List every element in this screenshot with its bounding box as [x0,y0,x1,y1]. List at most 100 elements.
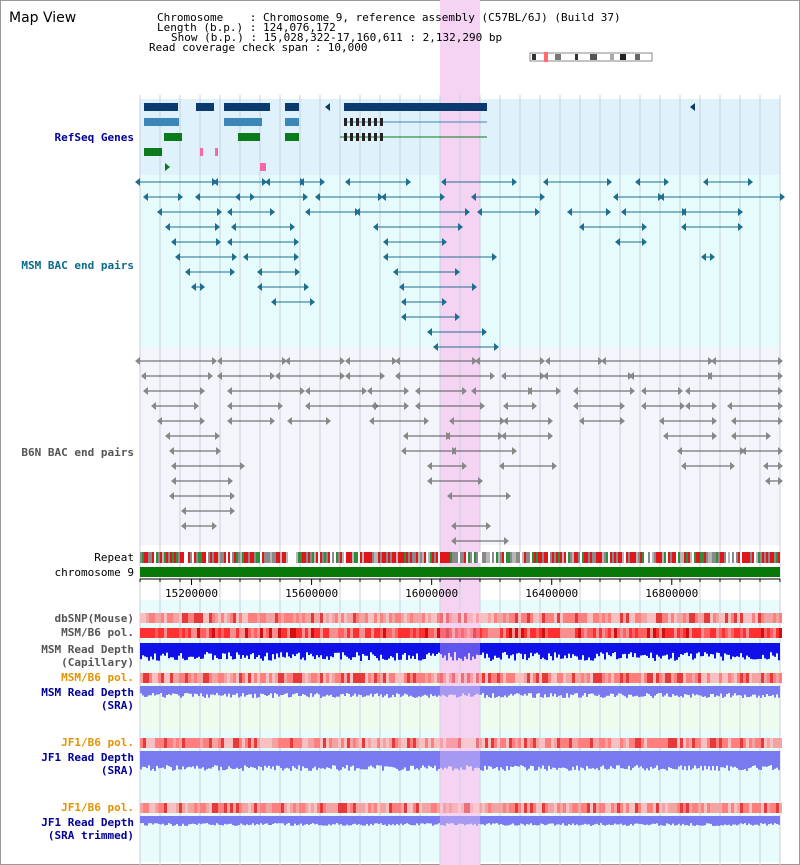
jf1-depth-sra-bar [768,751,770,766]
msm-depth-sra-bar [600,686,602,698]
repeat-mark [336,552,338,563]
repeat-mark [470,552,472,563]
track-label-msm-bac[interactable]: MSM BAC end pairs [21,259,134,272]
dbsnp-cell [578,613,581,623]
msm-pol-cell [443,628,446,638]
msm-depth-cap-bar [588,643,590,658]
jf1-depth-sra-bar [574,751,576,770]
jf1-depth-sra-bar [598,751,600,771]
jf1-pol-sra-cell [743,738,746,748]
jf1-pol-trim-cell [428,803,431,813]
jf1-pol-trim-cell [173,803,176,813]
jf1-depth-trim-bar [152,816,154,825]
msm-depth-cap-bar [654,643,656,661]
dbsnp-cell [674,613,677,623]
jf1-depth-trim-bar [766,816,768,826]
dbsnp-cell [275,613,278,623]
jf1-depth-trim-bar [622,816,624,826]
jf1-depth-trim-bar [502,816,504,825]
repeat-mark [192,552,194,563]
jf1-depth-sra-bar [196,751,198,766]
jf1-pol-trim-cell [296,803,299,813]
msm-bac-end [303,193,308,201]
jf1-pol-trim-cell [677,803,680,813]
repeat-mark [364,552,366,563]
jf1-pol-sra-cell [233,738,236,748]
msm-pol-sra-cell [386,673,389,683]
msm-pol-cell [437,628,440,638]
dbsnp-cell [470,613,473,623]
msm-depth-sra-bar [604,686,606,698]
jf1-pol-sra-cell [263,738,266,748]
msm-pol-sra-cell [308,673,311,683]
jf1-pol-sra-cell [737,738,740,748]
repeat-mark [576,552,578,563]
dbsnp-cell [314,613,317,623]
jf1-depth-sra-bar [352,751,354,766]
msm-depth-sra-bar [346,686,348,694]
msm-depth-cap-bar [522,643,524,660]
msm-depth-cap-bar [250,643,252,655]
msm-depth-cap-bar [698,643,700,653]
msm-depth-sra-bar [538,686,540,694]
jf1-depth-sra-bar [360,751,362,770]
gene [285,133,299,141]
jf1-depth-trim-bar [440,816,442,826]
jf1-pol-trim-cell [236,803,239,813]
repeat-mark [730,552,732,563]
msm-depth-cap-bar [324,643,326,660]
b6n-bac-end [240,462,245,470]
jf1-pol-sra-cell [740,738,743,748]
jf1-pol-sra-cell [566,738,569,748]
dbsnp-cell [266,613,269,623]
b6n-bac-end [371,402,376,410]
repeat-mark [698,552,700,563]
jf1-pol-trim-cell [665,803,668,813]
msm-pol-sra-cell [359,673,362,683]
b6n-bac-end [326,417,331,425]
jf1-depth-trim-bar [472,816,474,825]
msm-bac-end [455,268,460,276]
repeat-mark [604,552,606,563]
jf1-pol-trim-cell [506,803,509,813]
msm-pol-cell [659,628,662,638]
msm-depth-sra-bar [750,686,752,697]
jf1-depth-trim-bar [526,816,528,825]
dbsnp-cell [686,613,689,623]
msm-depth-cap-bar [424,643,426,659]
repeat-mark [254,552,256,563]
jf1-pol-trim-cell [386,803,389,813]
msm-depth-sra-bar [472,686,474,697]
repeat-mark [538,552,540,563]
msm-pol-cell [740,628,743,638]
jf1-pol-trim-cell [371,803,374,813]
jf1-pol-sra-cell [278,738,281,748]
msm-depth-cap-bar [738,643,740,657]
repeat-mark [400,552,402,563]
msm-pol-cell [290,628,293,638]
jf1-pol-sra-cell [245,738,248,748]
jf1-pol-sra-cell [770,738,773,748]
jf1-depth-sra-bar [472,751,474,771]
repeat-mark [318,552,320,563]
b6n-bac-end [532,402,537,410]
msm-pol-sra-cell [485,673,488,683]
b6n-bac-end [503,417,508,425]
jf1-pol-trim-cell [599,803,602,813]
track-label-refseq[interactable]: RefSeq Genes [54,131,134,144]
jf1-depth-sra-bar [764,751,766,767]
jf1-depth-trim-bar [378,816,380,825]
msm-depth-cap-bar [226,643,228,660]
msm-depth-cap-bar [448,643,450,653]
jf1-pol-sra-cell [374,738,377,748]
b6n-bac-end [451,522,456,530]
jf1-depth-sra-bar [404,751,406,768]
dbsnp-cell [653,613,656,623]
repeat-mark [376,552,378,563]
repeat-mark [348,552,350,563]
repeat-mark [748,552,750,563]
track-label-b6n-bac[interactable]: B6N BAC end pairs [21,446,134,459]
msm-pol-sra-cell [539,673,542,683]
repeat-mark [390,552,392,563]
repeat-mark [602,552,604,563]
